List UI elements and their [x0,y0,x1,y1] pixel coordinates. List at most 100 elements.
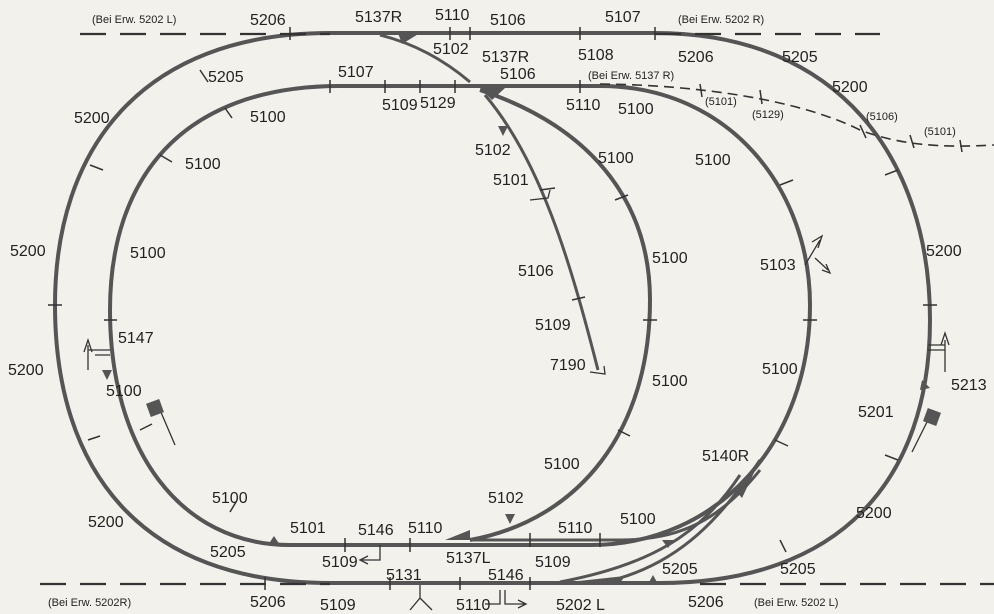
label-5110c: 5110 [408,520,443,537]
label-5102b: 5102 [475,142,511,159]
label-5131: 5131 [386,567,422,584]
signal-5206-icon [648,575,658,584]
label-5109: 5109 [382,97,418,114]
label-5108: 5108 [578,47,614,64]
label-5146: 5146 [358,522,394,539]
label-5137R: 5137R [355,9,402,26]
label-5109c: 5109 [322,554,358,571]
label-5129: 5129 [420,95,456,112]
label-5100-a: 5100 [250,109,286,126]
label-5100-g: 5100 [652,250,688,267]
frog-5137R [398,33,420,44]
label-b5106: (5106) [866,111,898,123]
frog-5202L [560,576,625,583]
section-ticks [48,27,963,590]
label-5106c: 5106 [518,263,554,280]
signal-5102b-icon [505,514,515,524]
outer-oval-track [52,31,933,585]
label-5100-j: 5100 [762,361,798,378]
signal-5102-icon [498,126,508,136]
label-5146b: 5146 [488,567,524,584]
label-5205-l: 5205 [208,69,244,86]
label-5206: 5206 [250,12,286,29]
label-5202L: 5202 L [556,597,605,614]
label-5200-ml: 5200 [10,243,46,260]
label-5100-k: 5100 [544,456,580,473]
label-5109d: 5109 [535,554,571,571]
arrow-5213-icon [928,330,950,372]
label-7190: 7190 [550,357,586,374]
arrow-5110-icon [485,590,501,605]
signal-5147-icon [102,370,112,380]
label-5109e: 5109 [320,597,356,614]
inner-loop-track [469,88,653,542]
label-5100-d: 5100 [598,150,634,167]
label-5100-e: 5100 [695,152,731,169]
label-5106: 5106 [490,12,526,29]
label-5200-tl: 5200 [74,110,110,127]
label-5102: 5102 [433,41,469,58]
label-5140R: 5140R [702,448,749,465]
label-5110b: 5110 [566,97,601,114]
note-top-left: (Bei Erw. 5202 L) [92,14,176,26]
arrow-5146-icon [358,545,381,565]
label-5103: 5103 [760,257,796,274]
section-labels: 5206 5137R 5110 5106 5107 5102 5137R 510… [8,7,987,614]
signal-5101-icon [268,536,280,545]
label-5137L: 5137L [446,550,491,567]
label-5100-l: 5100 [212,490,248,507]
arrow-5131-icon [409,585,433,611]
label-5205-bm: 5205 [662,561,698,578]
label-5200-mr: 5200 [926,243,962,260]
crossover-5102 [379,33,471,84]
note-top-right: (Bei Erw. 5202 R) [678,14,764,26]
arrow-5147-icon [83,337,110,370]
frog-5140R [735,460,760,498]
note-bottom-left: (Bei Erw. 5202R) [48,597,131,609]
label-5206-br: 5206 [688,594,724,611]
label-5101: 5101 [493,172,529,189]
dashed-right-branch [599,83,994,147]
label-5110: 5110 [435,7,470,24]
label-5200-br: 5200 [856,505,892,522]
label-5109b: 5109 [535,317,571,334]
label-b5101b: (5101) [924,126,956,138]
label-5147: 5147 [118,330,154,347]
label-5205-br: 5205 [780,561,816,578]
signal-5205-icon [662,540,674,548]
label-5100-b: 5100 [618,101,654,118]
arrow-5103-icon [804,234,832,275]
label-5205-bl: 5205 [210,544,246,561]
label-5201: 5201 [858,404,894,421]
label-5100-m: 5100 [620,511,656,528]
stub-track-7190 [483,94,600,371]
label-5206-bl: 5206 [250,594,286,611]
label-5107b: 5107 [338,64,374,81]
label-5102c: 5102 [488,490,524,507]
label-5100-i: 5100 [652,373,688,390]
label-5100-c: 5100 [185,156,221,173]
note-bottom-right: (Bei Erw. 5202 L) [754,597,838,609]
frog-5137R-inner [480,88,505,100]
arrow-5101-icon [529,189,551,201]
label-5200-bl: 5200 [88,514,124,531]
label-5213: 5213 [951,377,987,394]
inner-oval-track [107,84,813,547]
label-5206b: 5206 [678,49,714,66]
label-5101b: 5101 [290,520,326,537]
note-mid-right: (Bei Erw. 5137 R) [588,70,674,82]
label-b5129: (5129) [752,109,784,121]
label-5110e: 5110 [456,597,491,614]
arrow-5146b-icon [504,590,528,609]
flag-right-icon [911,419,929,453]
label-5106b: 5106 [500,66,536,83]
label-5205-r: 5205 [782,49,818,66]
label-5100-h: 5100 [106,383,142,400]
label-5200-tr: 5200 [832,79,868,96]
frog-5137L [445,530,470,540]
flag-left-icon [159,409,176,446]
label-5100-f: 5100 [130,245,166,262]
label-5110d: 5110 [558,520,593,537]
flag-right-square [923,408,941,426]
